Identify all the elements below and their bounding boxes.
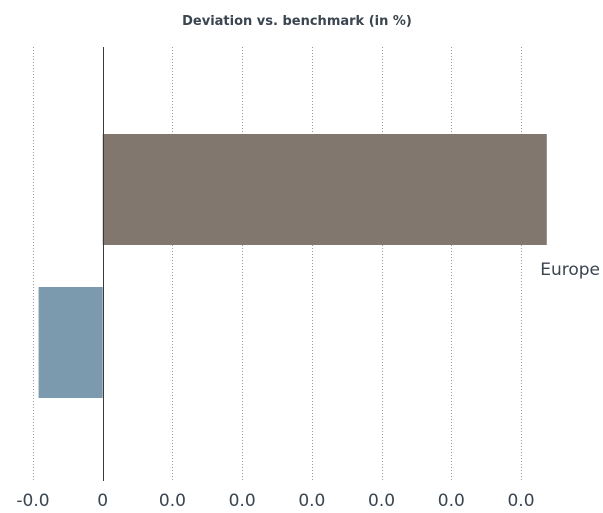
bar-series-1	[38, 287, 103, 398]
x-tick-label-2: 0.0	[159, 491, 186, 511]
x-tick-label-6: 0.0	[438, 491, 465, 511]
x-tick-label-7: 0.0	[507, 491, 534, 511]
category-label-europe: Europe	[540, 260, 600, 280]
bar-europe	[102, 134, 547, 245]
grid-lines	[33, 47, 522, 481]
chart-title: Deviation vs. benchmark (in %)	[182, 14, 412, 29]
x-tick-label-4: 0.0	[298, 491, 325, 511]
x-tick-label-3: 0.0	[229, 491, 256, 511]
x-tick-label-1: 0	[97, 491, 108, 511]
category-labels: Europe	[540, 260, 600, 280]
bars	[38, 134, 547, 398]
x-tick-label-5: 0.0	[368, 491, 395, 511]
x-tick-labels: -0.0 0 0.0 0.0 0.0 0.0 0.0 0.0	[16, 491, 534, 511]
x-tick-label-0: -0.0	[16, 491, 49, 511]
